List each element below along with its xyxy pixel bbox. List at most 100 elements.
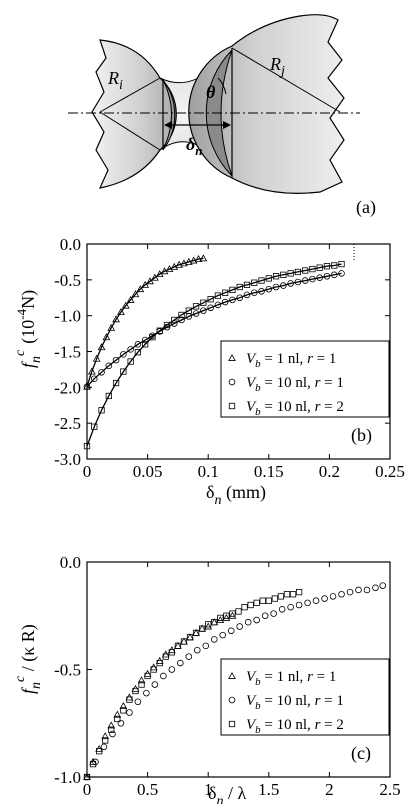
- chart-b-point-circle: [134, 341, 142, 348]
- chart-b-point-square: [222, 289, 229, 296]
- chart-b-fit-square: [86, 263, 342, 447]
- chart-c-point-circle: [379, 582, 387, 589]
- chart-b-point-triangle: [184, 257, 193, 265]
- chart-c-point-square: [217, 614, 224, 622]
- chart-c-point-circle: [355, 586, 362, 594]
- chart-c-xtick-label: 2: [325, 780, 334, 799]
- chart-b-legend-entry: Vb = 10 nl, r = 1: [246, 375, 344, 394]
- chart-b-point-square: [192, 303, 200, 310]
- left-particle: [91, 39, 177, 189]
- chart-b-fit-circle: [86, 272, 342, 388]
- radius-line-right: [231, 47, 341, 113]
- chart-b-ytick-label: -1.0: [54, 307, 81, 326]
- chart-c-point-triangle: [101, 732, 110, 740]
- chart-b-point-circle: [301, 277, 309, 284]
- chart-b-point-square: [127, 358, 134, 365]
- chart-c-point-circle: [117, 719, 125, 727]
- chart-b-point-square: [251, 279, 258, 286]
- label-r-j: Rj: [269, 54, 285, 79]
- chart-c-point-square: [295, 588, 303, 596]
- chart-b-point-circle: [105, 362, 113, 370]
- chart-c-point-circle: [202, 642, 210, 650]
- chart-b-point-triangle: [126, 295, 135, 303]
- chart-c-point-circle: [295, 601, 303, 609]
- chart-b-fit-lines: [86, 257, 342, 447]
- chart-c-ytick-label: 0.0: [60, 553, 81, 572]
- chart-b-points: [83, 254, 345, 450]
- chart-b-point-triangle: [102, 333, 111, 341]
- chart-c-point-triangle: [113, 710, 122, 718]
- chart-b-ytick-label: -0.5: [54, 271, 81, 290]
- chart-b-point-triangle: [146, 277, 154, 285]
- chart-b-point-triangle: [97, 343, 106, 351]
- chart-c-point-circle: [151, 681, 159, 688]
- chart-c-point-square: [162, 653, 169, 660]
- chart-c-legend-entry: Vb = 1 nl, r = 1: [246, 669, 336, 688]
- chart-c-ticks: 0 0.5 1 1.5 2 2.5 0.0 -0.5 -1.0: [54, 553, 401, 799]
- chart-b-point-circle: [258, 288, 265, 295]
- chart-b-point-square: [214, 292, 222, 299]
- chart-c-point-square: [199, 625, 206, 632]
- chart-c-point-triangle: [119, 702, 128, 710]
- chart-c-point-square: [265, 597, 272, 604]
- chart-b-point-circle: [316, 274, 323, 281]
- chart-c-xtick-label: 1: [204, 780, 213, 799]
- chart-b-legend-entry: Vb = 10 nl, r = 2: [246, 399, 344, 418]
- chart-b-point-square: [258, 277, 265, 284]
- chart-b-point-square: [316, 264, 323, 271]
- chart-b-point-square: [163, 321, 171, 329]
- chart-c-xtick-label: 0.5: [137, 780, 158, 799]
- chart-c-point-square: [150, 666, 157, 673]
- chart-c-point-square: [156, 659, 163, 667]
- chart-b-point-square: [309, 265, 316, 273]
- chart-b-point-circle: [287, 280, 294, 287]
- chart-b-point-square: [229, 286, 236, 293]
- chart-b-point-square: [243, 281, 251, 288]
- chart-b-point-circle: [178, 316, 185, 324]
- chart-b-point-triangle: [141, 280, 150, 288]
- chart-c-point-triangle: [204, 622, 213, 630]
- chart-b-legend-entry: Vb = 1 nl, r = 1: [246, 351, 336, 370]
- chart-c-point-square: [259, 597, 266, 604]
- chart-b-point-triangle: [189, 256, 198, 264]
- chart-c-point-triangle: [228, 611, 237, 619]
- chart-b-point-square: [142, 341, 149, 348]
- chart-b-point-triangle: [136, 285, 145, 293]
- chart-b-point-square: [331, 262, 338, 269]
- chart-b-point-square: [294, 268, 302, 276]
- chart-c-point-circle: [177, 659, 184, 667]
- label-r-i: Ri: [107, 68, 123, 93]
- chart-b-point-triangle: [121, 301, 130, 309]
- panel-c-chart: 0 0.5 1 1.5 2 2.5 0.0 -0.5 -1.0 Vb = 1 nl, r = 1…: [13, 553, 401, 804]
- chart-c-point-circle: [227, 627, 235, 635]
- chart-c-point-square: [277, 593, 285, 600]
- chart-b-ytick-label: -3.0: [54, 450, 81, 469]
- chart-b-point-square: [83, 442, 91, 450]
- panel-a-label: (a): [356, 197, 376, 218]
- chart-b-point-triangle: [150, 273, 159, 281]
- chart-b-point-triangle: [92, 354, 101, 362]
- chart-c-points: [83, 582, 387, 781]
- chart-c-point-triangle: [107, 721, 116, 729]
- chart-b-point-square: [207, 296, 214, 303]
- chart-c-point-circle: [287, 603, 294, 611]
- chart-b-point-triangle: [112, 315, 120, 323]
- chart-c-point-circle: [312, 597, 320, 604]
- chart-b-point-circle: [330, 271, 338, 279]
- chart-c-point-square: [144, 672, 151, 680]
- chart-c-point-circle: [346, 588, 354, 596]
- chart-b-point-circle: [200, 307, 207, 314]
- chart-c-point-square: [271, 595, 278, 602]
- chart-b-point-circle: [280, 282, 287, 289]
- chart-b-point-triangle: [180, 259, 188, 267]
- radius-line-left-2: [99, 111, 161, 151]
- chart-c-point-square: [186, 634, 194, 641]
- chart-b-xtick-label: 0.15: [254, 462, 284, 481]
- chart-b-point-circle: [98, 369, 105, 376]
- chart-b-point-circle: [338, 270, 345, 277]
- chart-c-point-triangle: [216, 616, 225, 624]
- chart-c-point-circle: [363, 586, 371, 594]
- chart-b-point-circle: [236, 294, 243, 302]
- chart-c-point-square: [180, 638, 188, 645]
- chart-b-legend-marker-square: [228, 402, 236, 410]
